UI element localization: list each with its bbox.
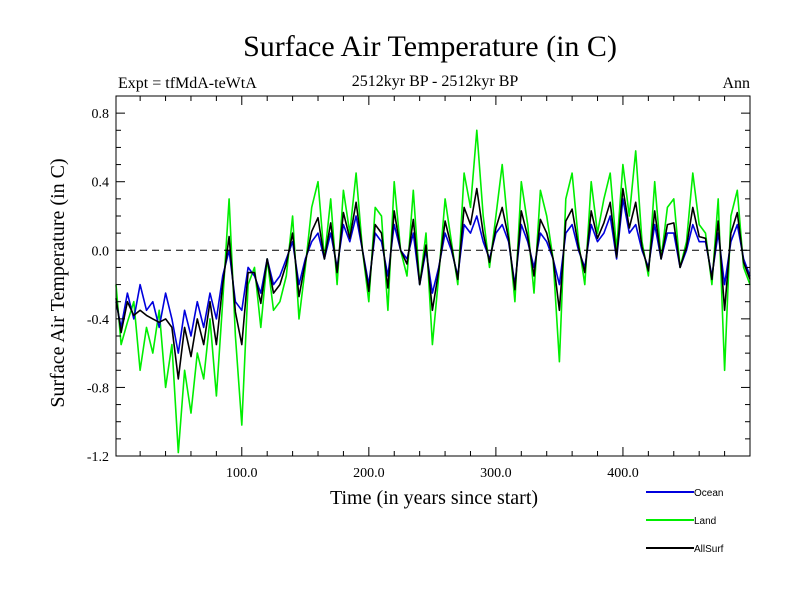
- y-tick-label: 0.4: [92, 176, 110, 191]
- y-tick-label: -1.2: [87, 450, 109, 465]
- plot-frame: [115, 95, 751, 457]
- y-tick-label: -0.4: [87, 313, 109, 328]
- y-tick-label: -0.8: [87, 381, 109, 396]
- x-tick-label: 400.0: [607, 466, 639, 481]
- experiment-label: Expt = tfMdA-teWtA: [118, 75, 257, 92]
- series-layer: [115, 129, 751, 454]
- legend: Ocean Land AllSurf: [646, 488, 724, 555]
- season-label: Ann: [722, 75, 750, 92]
- axis-ticks: 100.0 200.0 300.0 400.0 -1.2 -0.8 -0.4 0.0 0.4 0.…: [87, 95, 750, 481]
- legend-label-allsurf: AllSurf: [694, 544, 724, 555]
- chart-title: Surface Air Temperature (in C): [243, 30, 617, 63]
- legend-label-land: Land: [694, 516, 716, 527]
- legend-label-ocean: Ocean: [694, 488, 723, 499]
- chart-subtitle: 2512kyr BP - 2512kyr BP: [352, 73, 519, 90]
- y-axis-label: Surface Air Temperature (in C): [47, 158, 69, 407]
- plot-border: [115, 95, 751, 457]
- x-axis-label: Time (in years since start): [330, 487, 538, 509]
- x-tick-label: 200.0: [353, 466, 385, 481]
- y-tick-label: 0.0: [92, 244, 110, 259]
- x-tick-label: 100.0: [226, 466, 258, 481]
- y-tick-label: 0.8: [92, 107, 110, 122]
- x-tick-label: 300.0: [480, 466, 512, 481]
- series-line-allsurf: [115, 187, 751, 380]
